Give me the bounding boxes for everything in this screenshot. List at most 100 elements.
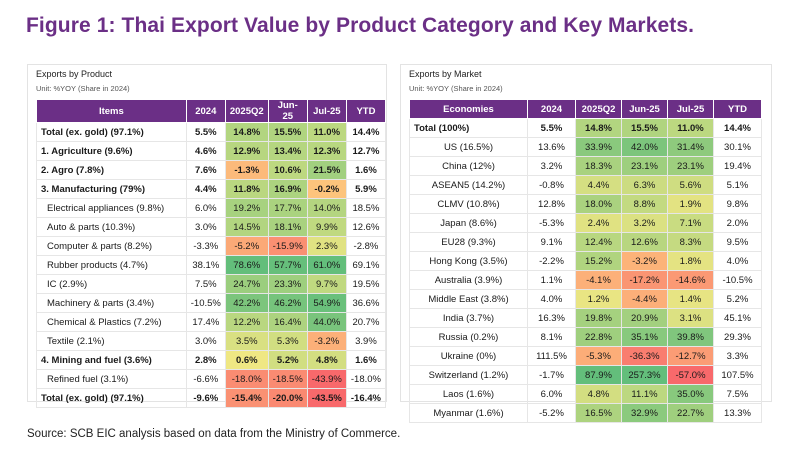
value-cell: 4.0% — [527, 289, 576, 309]
row-label: Middle East (3.8%) — [409, 289, 528, 309]
value-cell: 4.0% — [713, 251, 762, 271]
value-cell: 4.8% — [575, 384, 622, 404]
value-cell: -3.3% — [185, 236, 226, 256]
value-cell: 9.9% — [306, 217, 347, 237]
value-cell: 14.8% — [224, 122, 269, 142]
value-cell: -18.0% — [345, 369, 387, 389]
value-cell: 3.1% — [667, 308, 714, 328]
value-cell: 5.6% — [667, 175, 714, 195]
row-label: 3. Manufacturing (79%) — [36, 179, 187, 199]
products-table-title: Exports by Product — [36, 69, 113, 79]
row-label: Chemical & Plastics (7.2%) — [36, 312, 187, 332]
value-cell: 14.4% — [345, 122, 387, 142]
value-cell: -36.3% — [621, 346, 668, 366]
value-cell: 14.0% — [306, 198, 347, 218]
value-cell: 1.9% — [667, 194, 714, 214]
row-label: Hong Kong (3.5%) — [409, 251, 528, 271]
column-header-ytd: YTD — [713, 99, 762, 119]
markets-table-subtitle: Unit: %YOY (Share in 2024) — [409, 84, 503, 93]
value-cell: 3.9% — [345, 331, 387, 351]
value-cell: 5.9% — [345, 179, 387, 199]
value-cell: 7.5% — [185, 274, 226, 294]
value-cell: 1.6% — [345, 160, 387, 180]
value-cell: -6.6% — [185, 369, 226, 389]
row-label: Refined fuel (3.1%) — [36, 369, 187, 389]
value-cell: -5.2% — [224, 236, 269, 256]
column-header-items: Items — [36, 99, 187, 123]
row-label: EU28 (9.3%) — [409, 232, 528, 252]
value-cell: -18.5% — [267, 369, 308, 389]
value-cell: 44.0% — [306, 312, 347, 332]
value-cell: 7.1% — [667, 213, 714, 233]
row-label: CLMV (10.8%) — [409, 194, 528, 214]
value-cell: 7.5% — [713, 384, 762, 404]
table-row: Computer & parts (8.2%) -3.3% -5.2% -15.9% 2… — [36, 236, 387, 256]
value-cell: -43.5% — [306, 388, 347, 408]
row-label: Rubber products (4.7%) — [36, 255, 187, 275]
value-cell: 30.1% — [713, 137, 762, 157]
value-cell: -1.3% — [224, 160, 269, 180]
value-cell: 69.1% — [345, 255, 387, 275]
value-cell: 36.6% — [345, 293, 387, 313]
value-cell: 15.2% — [575, 251, 622, 271]
value-cell: 4.6% — [185, 141, 226, 161]
row-label: Total (ex. gold) (97.1%) — [36, 122, 187, 142]
table-row: Middle East (3.8%) 4.0% 1.2% -4.4% 1.4% 5.2% — [409, 289, 762, 309]
table-row: India (3.7%) 16.3% 19.8% 20.9% 3.1% 45.1% — [409, 308, 762, 328]
table-row: Hong Kong (3.5%) -2.2% 15.2% -3.2% 1.8% 4.0% — [409, 251, 762, 271]
table-row: Russia (0.2%) 8.1% 22.8% 35.1% 39.8% 29.3% — [409, 327, 762, 347]
table-row: Rubber products (4.7%) 38.1% 78.6% 57.7% 61.… — [36, 255, 387, 275]
column-header-2024: 2024 — [527, 99, 576, 119]
value-cell: -0.2% — [306, 179, 347, 199]
value-cell: 4.8% — [306, 350, 347, 370]
value-cell: -10.5% — [185, 293, 226, 313]
value-cell: 12.6% — [345, 217, 387, 237]
markets-panel: Exports by Market Unit: %YOY (Share in 2… — [400, 64, 772, 423]
table-row: Australia (3.9%) 1.1% -4.1% -17.2% -14.6% -10… — [409, 270, 762, 290]
figure-title: Figure 1: Thai Export Value by Product C… — [26, 14, 695, 37]
value-cell: 16.9% — [267, 179, 308, 199]
value-cell: 9.8% — [713, 194, 762, 214]
value-cell: -17.2% — [621, 270, 668, 290]
column-header-jun-25: Jun-25 — [267, 99, 308, 123]
table-row: 3. Manufacturing (79%) 4.4% 11.8% 16.9% -0.2… — [36, 179, 387, 199]
value-cell: 2.8% — [185, 350, 226, 370]
value-cell: 20.9% — [621, 308, 668, 328]
table-row: China (12%) 3.2% 18.3% 23.1% 23.1% 19.4% — [409, 156, 762, 176]
value-cell: -4.1% — [575, 270, 622, 290]
value-cell: 16.3% — [527, 308, 576, 328]
value-cell: -9.6% — [185, 388, 226, 408]
value-cell: 15.5% — [267, 122, 308, 142]
value-cell: 9.7% — [306, 274, 347, 294]
value-cell: -16.4% — [345, 388, 387, 408]
value-cell: 18.0% — [575, 194, 622, 214]
value-cell: 15.5% — [621, 118, 668, 138]
table-row: Electrical appliances (9.8%) 6.0% 19.2% 17.… — [36, 198, 387, 218]
value-cell: 13.3% — [713, 403, 762, 423]
value-cell: 6.0% — [185, 198, 226, 218]
row-label: Russia (0.2%) — [409, 327, 528, 347]
value-cell: 3.2% — [621, 213, 668, 233]
table-row: Ukraine (0%) 111.5% -5.3% -36.3% -12.7% 3.3% — [409, 346, 762, 366]
value-cell: 5.1% — [713, 175, 762, 195]
value-cell: 5.5% — [527, 118, 576, 138]
value-cell: 46.2% — [267, 293, 308, 313]
value-cell: -15.4% — [224, 388, 269, 408]
value-cell: 12.4% — [575, 232, 622, 252]
table-row: EU28 (9.3%) 9.1% 12.4% 12.6% 8.3% 9.5% — [409, 232, 762, 252]
value-cell: 0.6% — [224, 350, 269, 370]
products-table-subtitle: Unit: %YOY (Share in 2024) — [36, 84, 130, 93]
value-cell: 7.6% — [185, 160, 226, 180]
row-label: Electrical appliances (9.8%) — [36, 198, 187, 218]
markets-table: Economies 2024 2025Q2 Jun-25 Jul-25 YTD Total… — [409, 99, 762, 423]
value-cell: 12.3% — [306, 141, 347, 161]
value-cell: 39.8% — [667, 327, 714, 347]
value-cell: 8.1% — [527, 327, 576, 347]
value-cell: -1.7% — [527, 365, 576, 385]
value-cell: 1.8% — [667, 251, 714, 271]
value-cell: 9.1% — [527, 232, 576, 252]
value-cell: 111.5% — [527, 346, 576, 366]
table-row: Chemical & Plastics (7.2%) 17.4% 12.2% 16.4… — [36, 312, 387, 332]
value-cell: 20.7% — [345, 312, 387, 332]
value-cell: -5.2% — [527, 403, 576, 423]
